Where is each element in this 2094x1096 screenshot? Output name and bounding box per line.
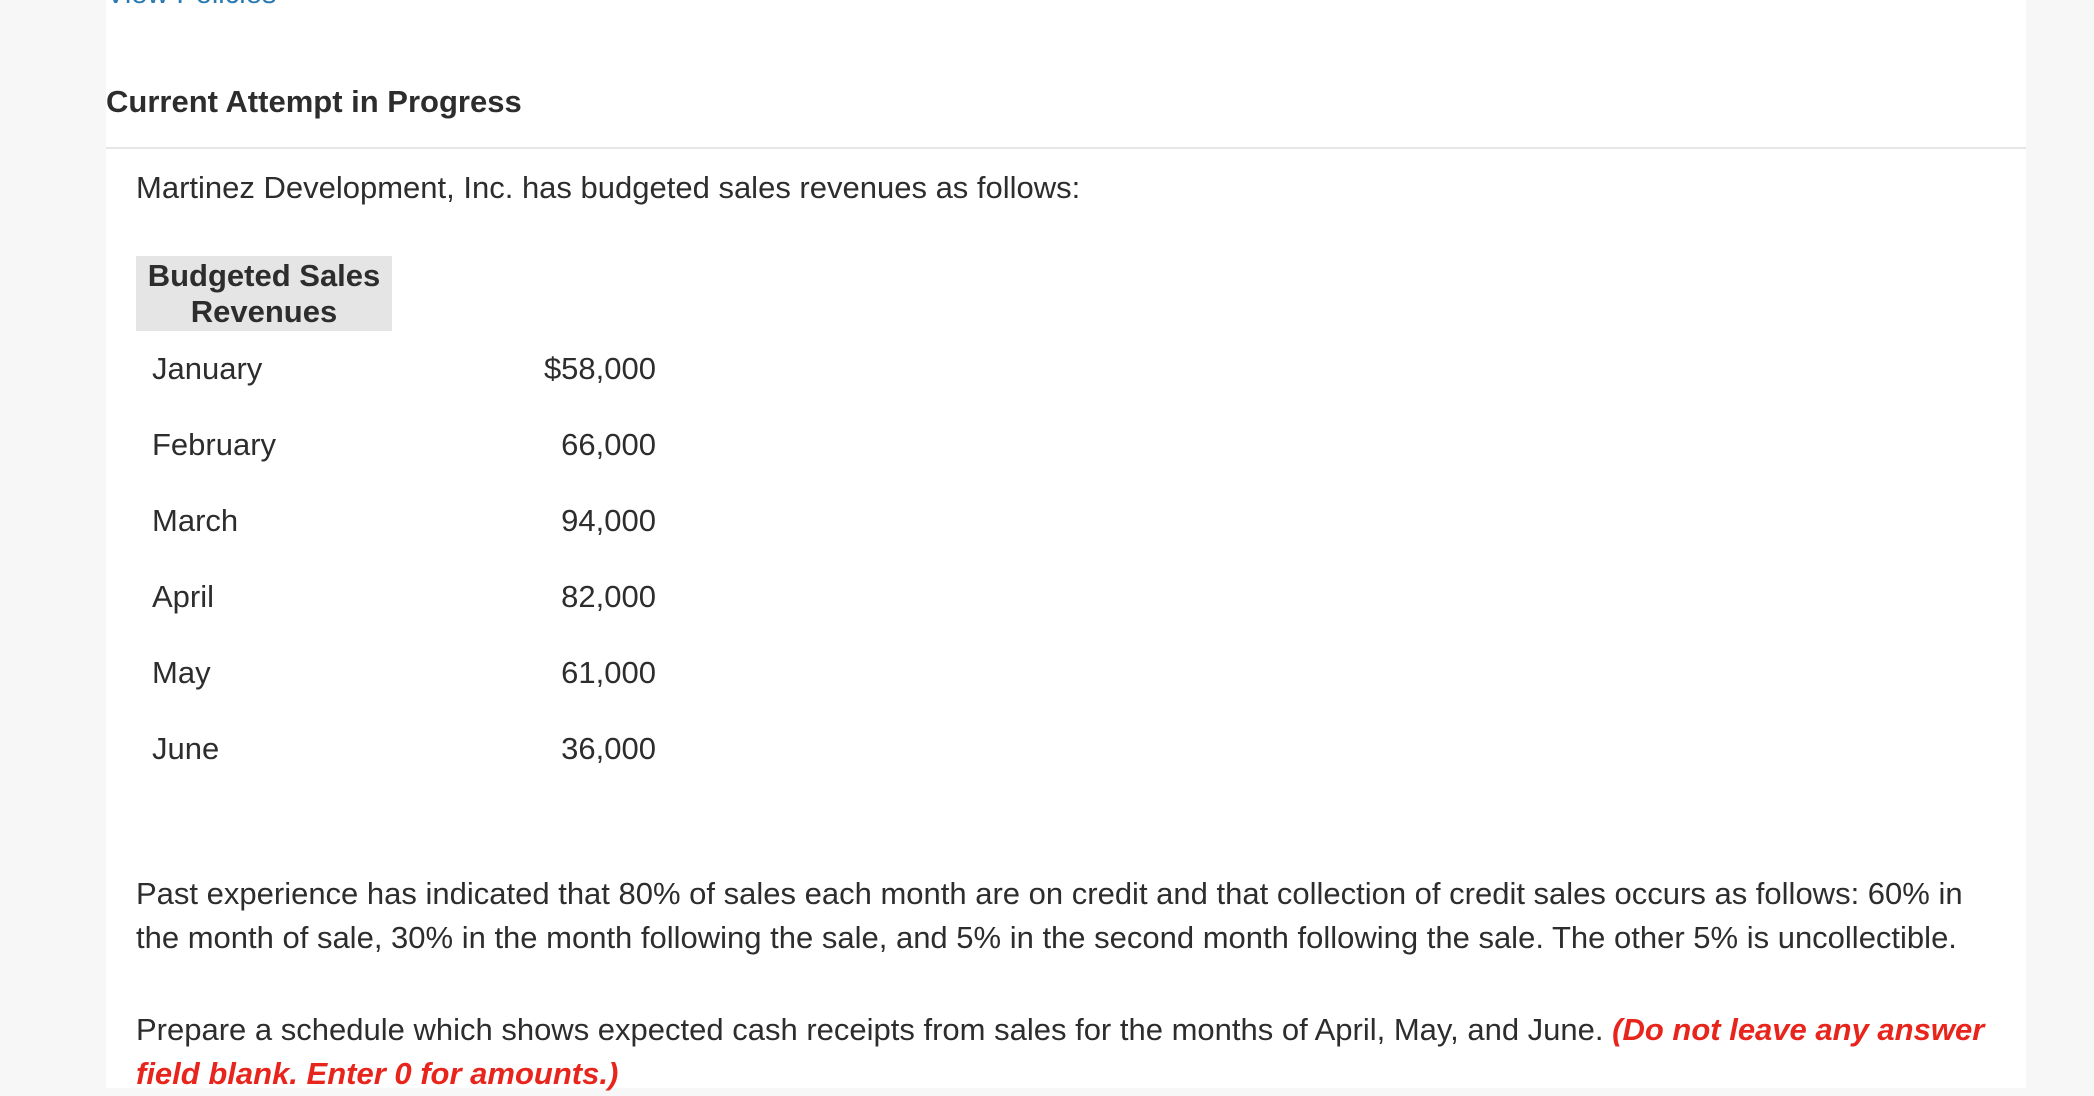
instruction-warning: (Do not leave any answer field blank. En… xyxy=(136,1012,1985,1091)
instruction-text: Prepare a schedule which shows expected … xyxy=(136,1008,2006,1096)
table-row: April 82,000 xyxy=(136,559,803,635)
amount-cell: 82,000 xyxy=(561,579,656,614)
instruction-main: Prepare a schedule which shows expected … xyxy=(136,1012,1604,1047)
collection-pattern-text: Past experience has indicated that 80% o… xyxy=(136,876,1963,955)
problem-intro: Martinez Development, Inc. has budgeted … xyxy=(136,170,1081,205)
budgeted-sales-table: Budgeted Sales Revenues January $58,000 … xyxy=(136,256,803,787)
attempt-status-heading: Current Attempt in Progress xyxy=(106,84,522,119)
amount-cell: 61,000 xyxy=(561,655,656,690)
table-row: May 61,000 xyxy=(136,635,803,711)
month-cell: April xyxy=(152,579,215,614)
question-panel: View Policies Current Attempt in Progres… xyxy=(106,0,2026,1091)
table-header-cell: Budgeted Sales Revenues xyxy=(136,256,392,331)
table-header-row: Budgeted Sales Revenues xyxy=(136,256,803,331)
month-cell: January xyxy=(152,351,263,386)
month-cell: May xyxy=(152,655,211,690)
month-cell: June xyxy=(152,731,220,766)
view-policies-link[interactable]: View Policies xyxy=(106,0,276,11)
table-row: January $58,000 xyxy=(136,331,803,407)
month-cell: March xyxy=(152,503,239,538)
header-divider xyxy=(106,147,2026,149)
amount-cell: 66,000 xyxy=(561,427,656,462)
month-cell: February xyxy=(152,427,277,462)
amount-cell: 36,000 xyxy=(561,731,656,766)
table-row: March 94,000 xyxy=(136,483,803,559)
table-row: June 36,000 xyxy=(136,711,803,787)
amount-cell: 94,000 xyxy=(561,503,656,538)
amount-cell: $58,000 xyxy=(543,351,656,386)
table-row: February 66,000 xyxy=(136,407,803,483)
